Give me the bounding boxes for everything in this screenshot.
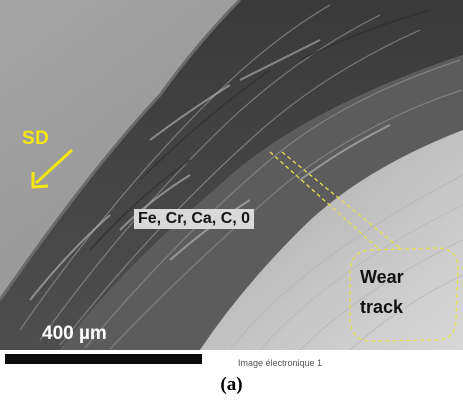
scale-bar-text: 400 µm [42, 323, 107, 344]
micrograph-image [0, 0, 463, 350]
sem-micrograph: SD Fe, Cr, Ca, C, 0 Wear track 400 µm [0, 0, 463, 350]
image-caption: Image électronique 1 [238, 358, 323, 368]
scale-bar [5, 354, 202, 364]
wear-track-label-line1: Wear [360, 267, 404, 287]
wear-track-label-line2: track [360, 297, 404, 317]
panel-label: (a) [220, 374, 243, 395]
sd-arrow-icon [31, 148, 74, 189]
composition-label: Fe, Cr, Ca, C, 0 [134, 209, 255, 229]
sd-direction-label: SD [22, 128, 50, 149]
wear-track-label: Wear track [360, 262, 404, 322]
